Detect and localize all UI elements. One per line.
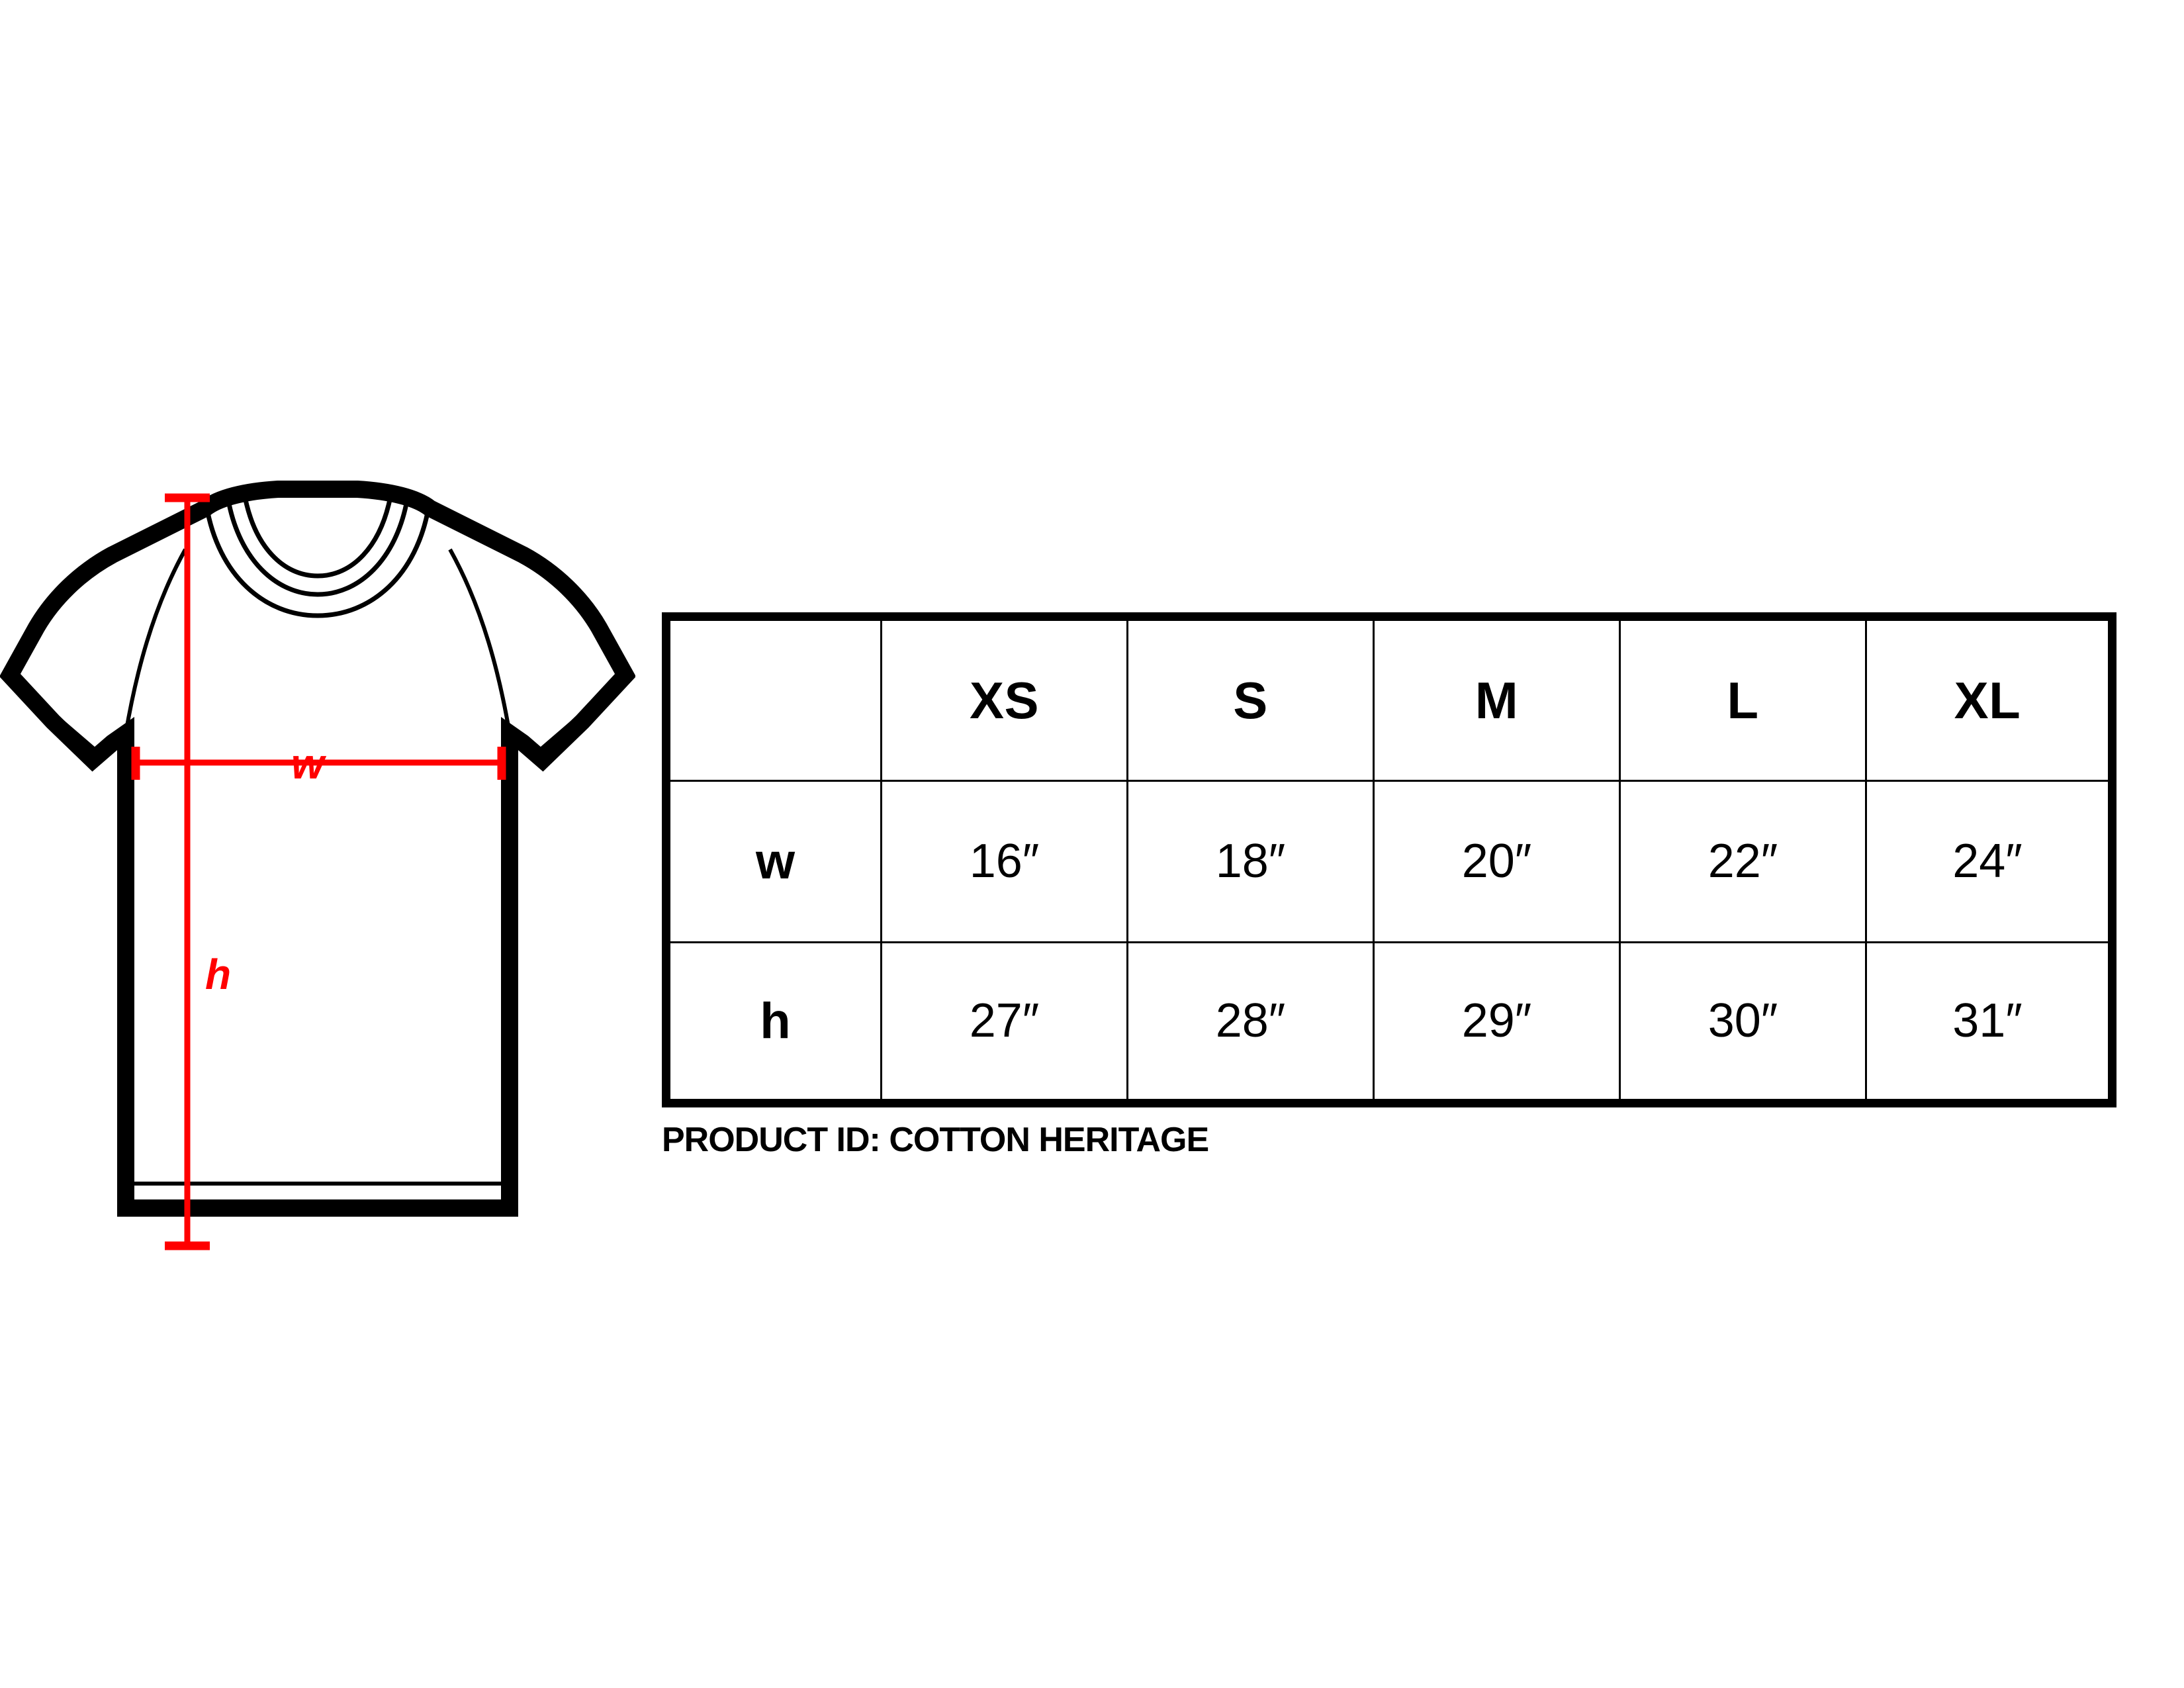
row-label-width: w — [665, 780, 882, 943]
size-header-l: L — [1619, 616, 1867, 782]
row-label-height: h — [665, 941, 882, 1104]
cell-height-m: 29″ — [1373, 941, 1621, 1104]
width-dimension-label: w — [291, 740, 324, 788]
cell-width-l: 22″ — [1619, 780, 1867, 943]
cell-width-xs: 16″ — [880, 780, 1128, 943]
collar-middle-curve — [226, 500, 410, 597]
size-chart-table: XS S M L XL w 16″ 18″ 20″ 22″ 24″ h 27″ … — [662, 612, 2116, 1107]
tshirt-outline — [0, 481, 635, 1217]
size-header-xs: XS — [880, 616, 1128, 782]
width-dimension-line — [131, 747, 506, 780]
cell-height-s: 28″ — [1126, 941, 1375, 1104]
left-armhole-seam — [124, 548, 187, 734]
right-cuff-line — [535, 679, 622, 755]
table-header-row: XS S M L XL — [665, 616, 2113, 782]
tshirt-svg — [0, 481, 635, 1250]
table-row-height: h 27″ 28″ 29″ 30″ 31″ — [665, 941, 2113, 1104]
left-cuff-line — [13, 679, 101, 755]
size-chart-table-container: XS S M L XL w 16″ 18″ 20″ 22″ 24″ h 27″ … — [662, 612, 2116, 1107]
height-dimension-label: h — [205, 951, 232, 998]
table-row-width: w 16″ 18″ 20″ 22″ 24″ — [665, 780, 2113, 943]
collar-inner-curve — [242, 496, 393, 579]
height-dimension-line — [165, 493, 210, 1250]
collar-outer-curve — [204, 505, 432, 618]
cell-width-xl: 24″ — [1865, 780, 2113, 943]
right-armhole-seam — [448, 548, 512, 734]
cell-height-l: 30″ — [1619, 941, 1867, 1104]
size-header-s: S — [1126, 616, 1375, 782]
cell-width-m: 20″ — [1373, 780, 1621, 943]
table-corner-cell — [665, 616, 882, 782]
tshirt-diagram — [0, 457, 635, 1264]
cell-height-xl: 31″ — [1865, 941, 2113, 1104]
cell-width-s: 18″ — [1126, 780, 1375, 943]
size-header-m: M — [1373, 616, 1621, 782]
cell-height-xs: 27″ — [880, 941, 1128, 1104]
product-id-caption: PRODUCT ID: COTTON HERITAGE — [662, 1121, 1209, 1159]
size-header-xl: XL — [1865, 616, 2113, 782]
